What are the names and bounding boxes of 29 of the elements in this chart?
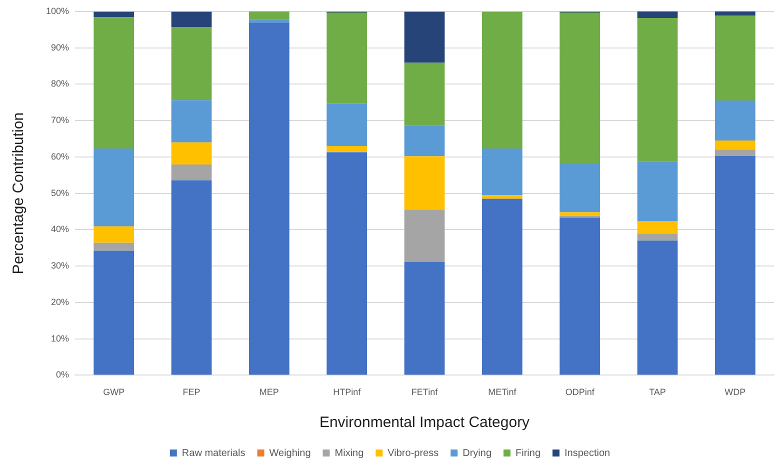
y-tick-label: 50%	[51, 188, 70, 198]
x-tick-label: FETinf	[411, 387, 438, 398]
y-tick-label: 80%	[51, 78, 70, 89]
y-tick-label: 60%	[51, 151, 70, 162]
y-tick-label: 20%	[51, 296, 70, 307]
legend-label: Vibro-press	[388, 448, 439, 459]
legend-label: Weighing	[269, 448, 311, 459]
legend-label: Inspection	[564, 448, 610, 459]
x-tick-label: GWP	[103, 387, 125, 398]
x-tick-label: ODPinf	[565, 387, 595, 398]
y-tick-label: 0%	[56, 370, 70, 380]
x-tick-label: TAP	[649, 387, 666, 398]
legend-label: Firing	[516, 448, 541, 459]
legend-label: Raw materials	[182, 448, 246, 459]
y-tick-label: 90%	[51, 42, 70, 52]
legend-label: Drying	[462, 448, 492, 459]
legend-label: Mixing	[334, 448, 364, 459]
y-tick-label: 70%	[51, 115, 70, 126]
y-axis-title: Percentage Contribution	[10, 112, 28, 274]
x-tick-label: MEP	[259, 387, 279, 398]
y-tick-label: 10%	[51, 333, 70, 344]
x-axis-title: Environmental Impact Category	[319, 414, 530, 432]
y-tick-label: 100%	[46, 6, 70, 16]
x-tick-label: FEP	[182, 387, 200, 398]
x-tick-label: HTPinf	[333, 387, 362, 398]
y-tick-label: 30%	[51, 260, 70, 271]
y-tick-label: 40%	[51, 224, 70, 234]
x-tick-label: METinf	[488, 387, 517, 398]
x-tick-label: WDP	[724, 387, 746, 398]
